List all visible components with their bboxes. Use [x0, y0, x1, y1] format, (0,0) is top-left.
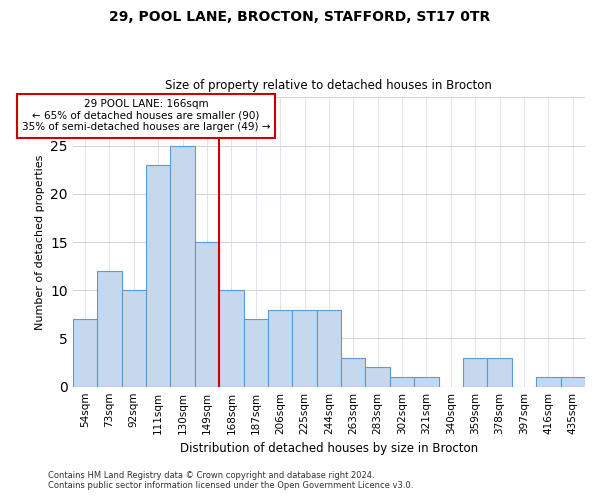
Bar — [317, 310, 341, 386]
Bar — [122, 290, 146, 386]
Bar — [97, 271, 122, 386]
Y-axis label: Number of detached properties: Number of detached properties — [35, 154, 45, 330]
Title: Size of property relative to detached houses in Brocton: Size of property relative to detached ho… — [166, 79, 493, 92]
Text: 29, POOL LANE, BROCTON, STAFFORD, ST17 0TR: 29, POOL LANE, BROCTON, STAFFORD, ST17 0… — [109, 10, 491, 24]
X-axis label: Distribution of detached houses by size in Brocton: Distribution of detached houses by size … — [180, 442, 478, 455]
Bar — [390, 377, 414, 386]
Bar — [268, 310, 292, 386]
Bar — [73, 319, 97, 386]
Bar — [414, 377, 439, 386]
Bar — [170, 146, 195, 386]
Bar — [463, 358, 487, 386]
Bar — [244, 319, 268, 386]
Text: 29 POOL LANE: 166sqm
← 65% of detached houses are smaller (90)
35% of semi-detac: 29 POOL LANE: 166sqm ← 65% of detached h… — [22, 100, 270, 132]
Bar — [365, 368, 390, 386]
Bar — [292, 310, 317, 386]
Bar — [219, 290, 244, 386]
Text: Contains HM Land Registry data © Crown copyright and database right 2024.
Contai: Contains HM Land Registry data © Crown c… — [48, 470, 413, 490]
Bar — [146, 165, 170, 386]
Bar — [536, 377, 560, 386]
Bar — [341, 358, 365, 386]
Bar — [487, 358, 512, 386]
Bar — [195, 242, 219, 386]
Bar — [560, 377, 585, 386]
